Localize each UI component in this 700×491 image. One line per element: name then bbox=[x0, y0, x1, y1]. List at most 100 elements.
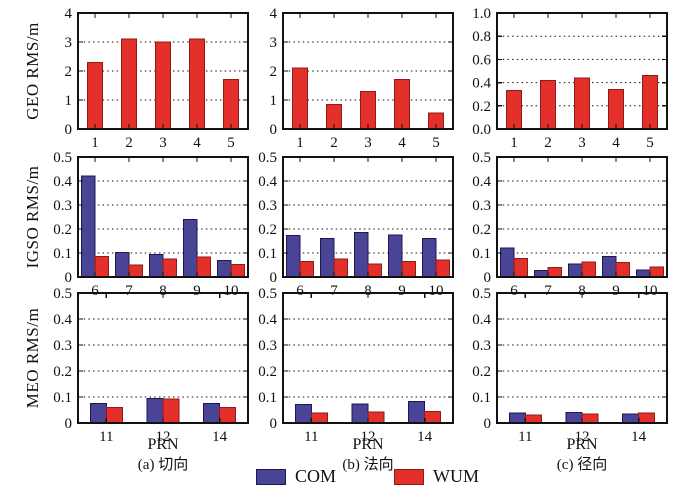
bar-WUM-prn8 bbox=[367, 263, 382, 278]
x-tick-label: 4 bbox=[398, 135, 406, 151]
bar-COM-prn14 bbox=[203, 403, 221, 424]
legend-swatch-com bbox=[256, 468, 286, 485]
bar-WUM-prn9 bbox=[196, 256, 211, 278]
bar-COM-prn7 bbox=[115, 251, 130, 278]
x-tick-label: 2 bbox=[125, 135, 133, 151]
x-tick-label: 1 bbox=[91, 135, 99, 151]
x-tick-label: 4 bbox=[612, 135, 620, 151]
bar-COM-prn9 bbox=[183, 218, 198, 278]
y-tick-label: 0.1 bbox=[53, 390, 72, 406]
bar-COM-prn7 bbox=[320, 238, 335, 278]
bar-COM-prn6 bbox=[81, 175, 96, 278]
bar-COM-prn12 bbox=[565, 412, 583, 424]
y-tick-label: 0.4 bbox=[472, 174, 491, 190]
y-tick-label: 4 bbox=[65, 6, 73, 22]
chart-igso-normal: 0 0.1 0.2 0.3 0.4 0.5 6 7 8 9 10 bbox=[258, 150, 454, 299]
x-tick-label: 6 bbox=[510, 283, 518, 299]
x-tick-label: 2 bbox=[330, 135, 338, 151]
bar-WUM-prn8 bbox=[581, 261, 596, 278]
bar-WUM-prn3 bbox=[360, 90, 376, 130]
bar-COM-prn8 bbox=[149, 253, 164, 278]
y-tick-label: 0.2 bbox=[53, 364, 72, 380]
x-tick-label: 12 bbox=[361, 429, 376, 445]
x-tick-label: 10 bbox=[429, 283, 444, 299]
bar-WUM-prn11 bbox=[524, 414, 542, 424]
y-tick-label: 0.5 bbox=[258, 150, 277, 166]
x-tick-label: 7 bbox=[125, 283, 133, 299]
bar-WUM-prn14 bbox=[424, 410, 442, 424]
y-tick-label: 0.1 bbox=[472, 246, 491, 262]
y-tick-label: 4 bbox=[270, 6, 278, 22]
chart-meo-tangential: 0 0.1 0.2 0.3 0.4 0.5 11 12 14 bbox=[53, 286, 249, 445]
legend: COM WUM bbox=[256, 466, 479, 487]
bar-WUM-prn4 bbox=[189, 38, 205, 130]
x-tick-label: 9 bbox=[193, 283, 201, 299]
bar-WUM-prn6 bbox=[94, 255, 109, 278]
bar-WUM-prn7 bbox=[128, 264, 143, 278]
x-axis-title-prn-b: PRN bbox=[352, 436, 384, 453]
chart-igso-tangential: 0 0.1 0.2 0.3 0.4 0.5 6 7 8 9 10 bbox=[53, 150, 249, 299]
bar-WUM-prn8 bbox=[162, 258, 177, 278]
x-tick-label: 10 bbox=[224, 283, 239, 299]
bar-WUM-prn9 bbox=[615, 261, 630, 278]
x-tick-label: 5 bbox=[227, 135, 235, 151]
bar-WUM-prn11 bbox=[105, 406, 123, 424]
bar-WUM-prn6 bbox=[299, 260, 314, 278]
legend-swatch-wum bbox=[394, 468, 425, 485]
y-tick-label: 0 bbox=[65, 416, 73, 432]
bar-WUM-prn1 bbox=[292, 67, 308, 130]
bar-WUM-prn7 bbox=[547, 266, 562, 278]
y-tick-label: 0.5 bbox=[472, 150, 491, 166]
bar-COM-prn12 bbox=[146, 397, 164, 424]
y-tick-label: 0 bbox=[65, 122, 73, 138]
legend-label-wum: WUM bbox=[433, 466, 480, 486]
x-tick-label: 14 bbox=[212, 429, 228, 445]
x-tick-label: 12 bbox=[156, 429, 171, 445]
y-tick-label: 0.1 bbox=[258, 390, 277, 406]
bar-WUM-prn4 bbox=[394, 79, 410, 130]
bar-WUM-prn6 bbox=[513, 257, 528, 278]
y-tick-label: 0.2 bbox=[472, 364, 491, 380]
bar-WUM-prn1 bbox=[506, 90, 522, 130]
x-tick-label: 3 bbox=[159, 135, 167, 151]
bar-COM-prn11 bbox=[89, 403, 107, 424]
y-tick-label: 0.0 bbox=[472, 122, 491, 138]
bar-WUM-prn2 bbox=[121, 38, 137, 130]
y-tick-label: 0.3 bbox=[258, 338, 277, 354]
y-tick-label: 0.3 bbox=[53, 198, 72, 214]
bar-WUM-prn2 bbox=[540, 79, 556, 130]
y-tick-label: 0.3 bbox=[472, 198, 491, 214]
x-tick-label: 11 bbox=[304, 429, 318, 445]
bar-COM-prn6 bbox=[500, 247, 515, 278]
bar-WUM-prn1 bbox=[87, 61, 103, 130]
chart-geo-radial: 0.0 0.2 0.4 0.6 0.8 1.0 1 2 3 4 5 bbox=[472, 6, 668, 151]
bar-COM-prn12 bbox=[351, 403, 369, 424]
y-tick-label: 0.1 bbox=[258, 246, 277, 262]
y-tick-label: 0.5 bbox=[53, 150, 72, 166]
y-tick-label: 0.3 bbox=[53, 338, 72, 354]
y-tick-label: 3 bbox=[65, 35, 73, 51]
y-tick-label: 0 bbox=[270, 122, 278, 138]
y-tick-label: 0.2 bbox=[53, 222, 72, 238]
x-tick-label: 8 bbox=[159, 283, 167, 299]
bar-WUM-prn10 bbox=[649, 266, 664, 278]
y-tick-label: 0 bbox=[484, 416, 492, 432]
y-tick-label: 0.4 bbox=[53, 312, 72, 328]
y-tick-label: 1 bbox=[65, 93, 73, 109]
bar-COM-prn10 bbox=[217, 260, 232, 278]
x-tick-label: 6 bbox=[296, 283, 304, 299]
x-tick-label: 8 bbox=[578, 283, 586, 299]
y-tick-label: 0 bbox=[270, 416, 278, 432]
bar-COM-prn10 bbox=[422, 238, 437, 278]
x-tick-label: 5 bbox=[432, 135, 440, 151]
x-tick-label: 4 bbox=[193, 135, 201, 151]
x-tick-label: 8 bbox=[364, 283, 372, 299]
y-tick-label: 2 bbox=[270, 64, 278, 80]
y-tick-label: 1 bbox=[270, 93, 278, 109]
y-tick-label: 0.5 bbox=[53, 286, 72, 302]
y-tick-label: 1.0 bbox=[472, 6, 491, 22]
bar-WUM-prn12 bbox=[367, 411, 385, 424]
bar-COM-prn9 bbox=[388, 234, 403, 278]
y-tick-label: 0 bbox=[65, 270, 73, 286]
